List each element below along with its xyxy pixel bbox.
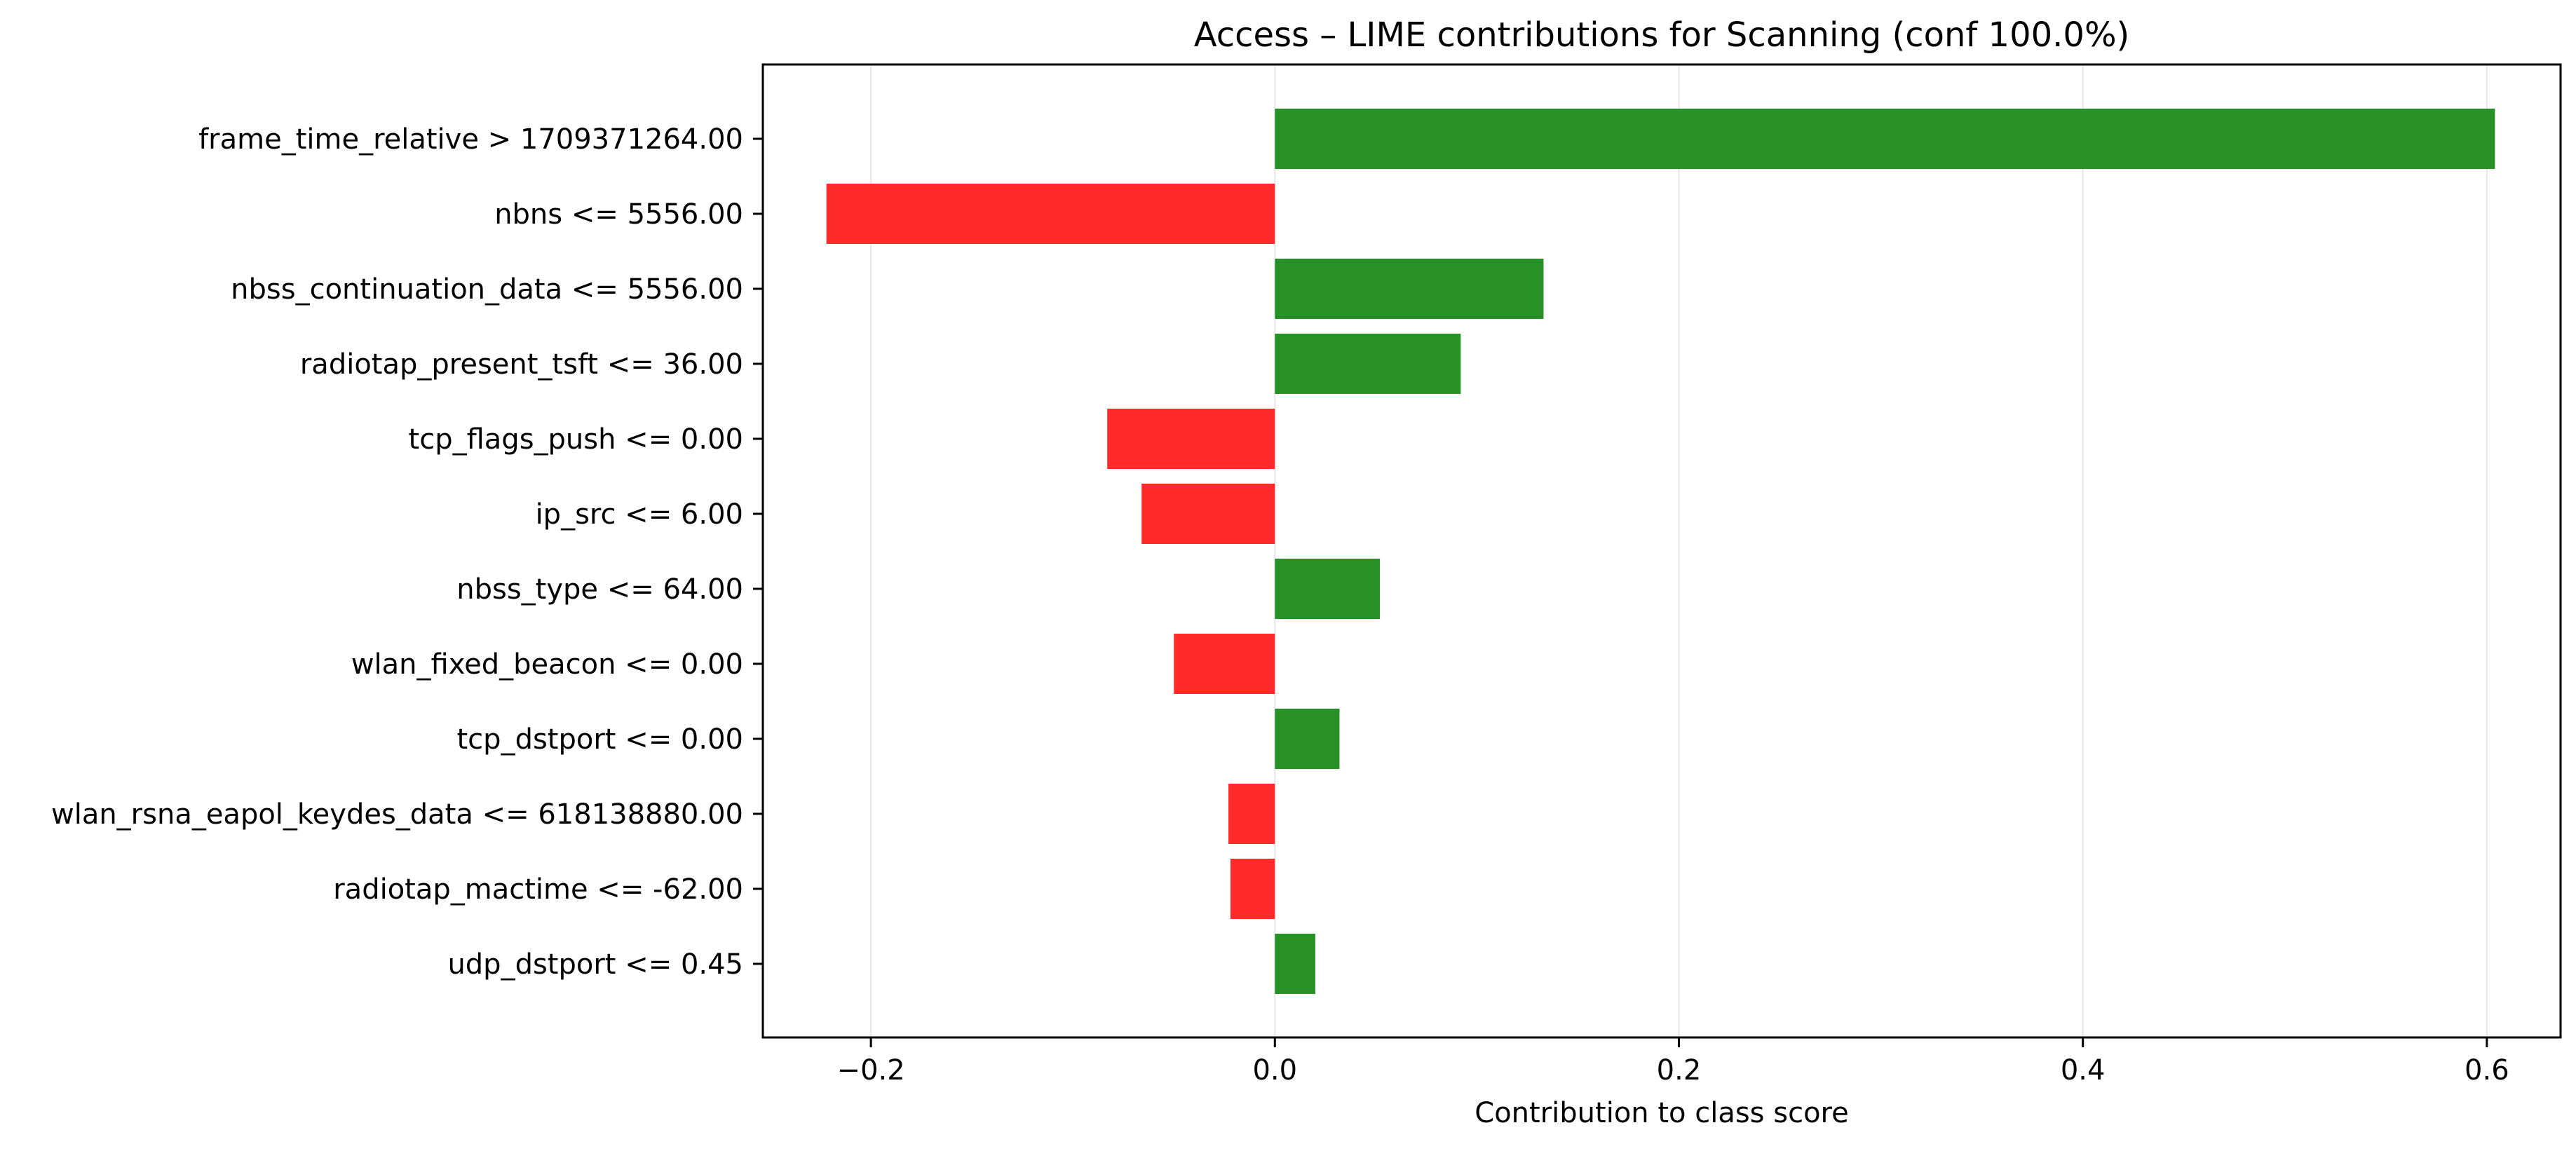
bars-layer — [826, 109, 2495, 994]
x-ticks-layer: −0.2 0.0 0.2 0.4 0.6 — [837, 1037, 2509, 1087]
y-tick-label: nbss_continuation_data <= 5556.00 — [231, 273, 743, 306]
contribution-bar — [1107, 409, 1275, 469]
y-labels-layer: frame_time_relative > 1709371264.00 nbns … — [51, 123, 763, 981]
x-axis-label: Contribution to class score — [1475, 1097, 1848, 1129]
y-tick-label: wlan_rsna_eapol_keydes_data <= 618138880… — [51, 798, 743, 831]
contribution-bar — [1230, 859, 1275, 919]
x-tick-label: 0.0 — [1252, 1054, 1297, 1087]
y-tick-label: ip_src <= 6.00 — [536, 498, 743, 531]
y-tick-label: udp_dstport <= 0.45 — [447, 948, 743, 981]
contribution-bar — [1275, 109, 2495, 169]
contribution-bar — [1275, 259, 1544, 319]
x-tick-label: −0.2 — [837, 1054, 905, 1087]
contribution-bar — [1228, 784, 1275, 844]
plot-frame — [761, 63, 2562, 1039]
y-tick-label: radiotap_present_tsft <= 36.00 — [300, 348, 743, 381]
x-tick-label: 0.2 — [1657, 1054, 1702, 1087]
y-tick-label: nbns <= 5556.00 — [494, 198, 743, 231]
y-tick-label: radiotap_mactime <= -62.00 — [333, 873, 743, 906]
y-tick-label: wlan_fixed_beacon <= 0.00 — [351, 648, 743, 681]
x-tick-label: 0.6 — [2465, 1054, 2509, 1087]
chart-title: Access – LIME contributions for Scanning… — [1194, 15, 2130, 55]
y-tick-label: nbss_type <= 64.00 — [456, 573, 743, 606]
contribution-bar — [826, 184, 1275, 244]
y-tick-label: tcp_flags_push <= 0.00 — [409, 423, 743, 456]
contribution-bar — [1275, 934, 1315, 994]
contribution-bar — [1275, 559, 1381, 619]
contribution-bar — [1275, 709, 1340, 769]
y-tick-label: frame_time_relative > 1709371264.00 — [198, 123, 743, 156]
x-tick-label: 0.4 — [2061, 1054, 2106, 1087]
contribution-bar — [1141, 484, 1275, 544]
contribution-bar — [1275, 334, 1461, 394]
y-tick-label: tcp_dstport <= 0.00 — [457, 723, 744, 756]
contribution-bar — [1174, 634, 1275, 694]
